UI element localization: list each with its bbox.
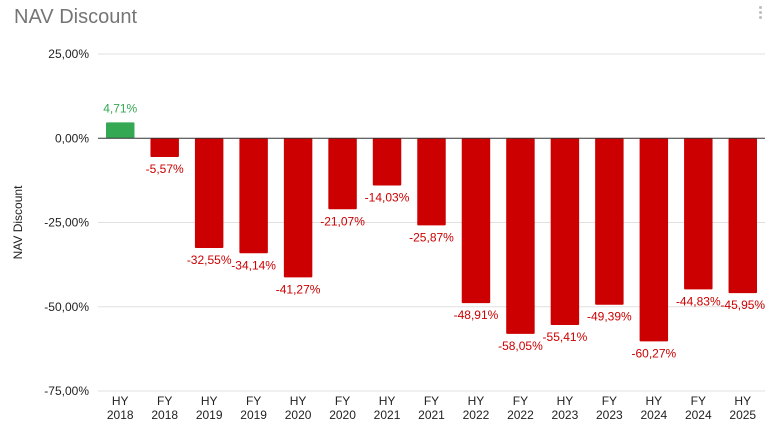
y-tick-label: 25,00% bbox=[48, 47, 89, 61]
data-label: -41,27% bbox=[276, 282, 321, 296]
x-tick-label: HY bbox=[645, 394, 662, 408]
bar bbox=[639, 138, 669, 342]
data-label: -34,14% bbox=[231, 258, 276, 272]
bar bbox=[283, 138, 313, 278]
data-label: -60,27% bbox=[631, 346, 676, 360]
x-tick-label: 2021 bbox=[374, 408, 401, 422]
x-tick-label: HY bbox=[201, 394, 218, 408]
bar bbox=[461, 138, 491, 304]
bar bbox=[728, 138, 757, 294]
more-vert-icon[interactable] bbox=[759, 6, 763, 20]
x-tick-label: 2019 bbox=[240, 408, 267, 422]
data-label: 4,71% bbox=[103, 101, 137, 115]
bar bbox=[595, 138, 624, 305]
bar bbox=[239, 138, 268, 254]
data-label: -21,07% bbox=[320, 214, 365, 228]
y-tick-label: -50,00% bbox=[44, 300, 89, 314]
x-tick-label: HY bbox=[112, 394, 129, 408]
data-label: -44,83% bbox=[676, 294, 721, 308]
x-tick-label: 2019 bbox=[196, 408, 223, 422]
x-tick-label: 2020 bbox=[285, 408, 312, 422]
bar bbox=[550, 138, 580, 325]
x-tick-label: 2023 bbox=[552, 408, 579, 422]
y-tick-label: -75,00% bbox=[44, 384, 89, 398]
x-tick-label: HY bbox=[734, 394, 751, 408]
y-tick-label: -25,00% bbox=[44, 216, 89, 230]
x-tick-label: HY bbox=[468, 394, 485, 408]
x-tick-label: FY bbox=[691, 394, 706, 408]
x-tick-label: 2018 bbox=[107, 408, 134, 422]
x-tick-label: HY bbox=[557, 394, 574, 408]
data-label: -55,41% bbox=[543, 330, 588, 344]
x-tick-label: 2023 bbox=[596, 408, 623, 422]
x-tick-label: 2022 bbox=[463, 408, 490, 422]
bar bbox=[150, 138, 179, 158]
x-tick-label: 2024 bbox=[685, 408, 712, 422]
x-tick-label: FY bbox=[157, 394, 172, 408]
x-tick-label: FY bbox=[335, 394, 350, 408]
chart-title: NAV Discount bbox=[14, 6, 138, 28]
y-axis-title: NAV Discount bbox=[11, 185, 25, 259]
data-label: -49,39% bbox=[587, 310, 632, 324]
bar bbox=[684, 138, 713, 290]
data-label: -45,95% bbox=[720, 298, 765, 312]
x-tick-label: FY bbox=[602, 394, 617, 408]
x-tick-label: FY bbox=[246, 394, 261, 408]
bar bbox=[372, 138, 402, 186]
y-tick-label: 0,00% bbox=[55, 131, 89, 145]
bar bbox=[506, 138, 535, 334]
x-tick-label: HY bbox=[379, 394, 396, 408]
data-label: -58,05% bbox=[498, 339, 543, 353]
x-tick-label: 2021 bbox=[418, 408, 445, 422]
data-label: -48,91% bbox=[454, 308, 499, 322]
x-tick-label: HY bbox=[290, 394, 307, 408]
bar bbox=[194, 138, 224, 248]
data-label: -5,57% bbox=[146, 162, 184, 176]
x-tick-label: 2020 bbox=[329, 408, 356, 422]
x-tick-label: FY bbox=[513, 394, 528, 408]
bar bbox=[106, 122, 135, 139]
x-tick-label: 2022 bbox=[507, 408, 534, 422]
x-tick-label: FY bbox=[424, 394, 439, 408]
bar bbox=[417, 138, 446, 226]
data-label: -32,55% bbox=[187, 253, 232, 267]
x-tick-label: 2024 bbox=[640, 408, 667, 422]
data-label: -14,03% bbox=[365, 191, 410, 205]
data-label: -25,87% bbox=[409, 230, 454, 244]
x-tick-label: 2018 bbox=[151, 408, 178, 422]
x-tick-label: 2025 bbox=[729, 408, 756, 422]
bar bbox=[328, 138, 357, 210]
